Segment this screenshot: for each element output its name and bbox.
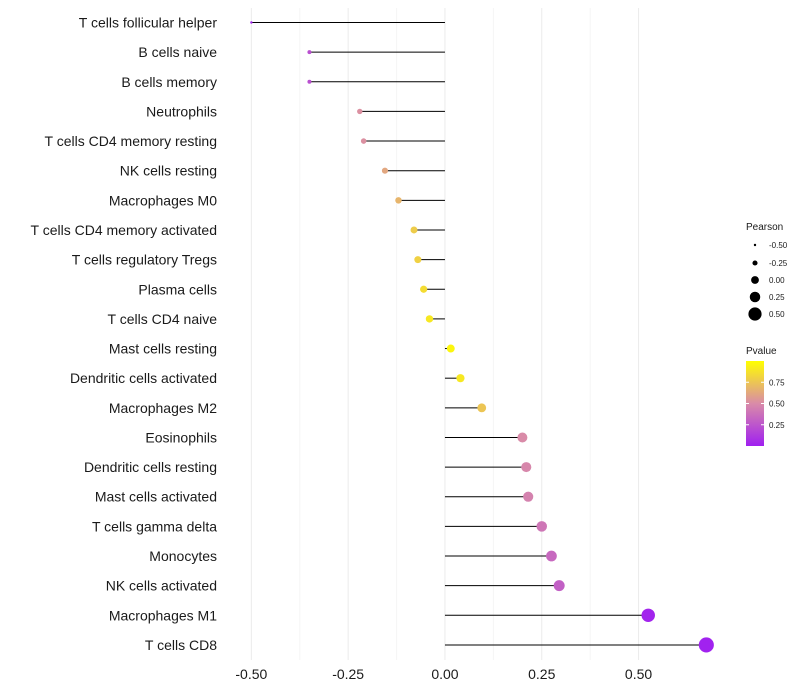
x-tick-label: 0.00 xyxy=(431,666,458,682)
category-label: T cells follicular helper xyxy=(79,15,218,31)
size-legend-dot xyxy=(752,260,758,266)
size-legend-label: 0.00 xyxy=(769,276,785,285)
color-legend-bar xyxy=(746,361,764,446)
x-tick-label: 0.25 xyxy=(528,666,555,682)
category-label: Mast cells activated xyxy=(95,489,217,505)
category-label: Eosinophils xyxy=(145,429,217,445)
category-label: Plasma cells xyxy=(138,281,217,297)
size-legend-dot xyxy=(751,276,759,284)
data-point xyxy=(536,521,548,532)
size-legend-dot xyxy=(749,291,761,303)
color-legend-title: Pvalue xyxy=(746,346,777,357)
data-point xyxy=(414,256,422,264)
data-point xyxy=(357,108,363,115)
category-label: T cells regulatory Tregs xyxy=(72,252,217,268)
category-label: Macrophages M0 xyxy=(109,192,217,208)
category-label: Neutrophils xyxy=(146,103,217,119)
category-label: T cells CD4 memory activated xyxy=(31,222,217,238)
category-label: Monocytes xyxy=(149,548,217,564)
data-point xyxy=(420,285,428,293)
data-point xyxy=(307,79,312,84)
size-legend-dot xyxy=(753,243,757,247)
size-legend-label: -0.50 xyxy=(769,241,788,250)
data-point xyxy=(641,608,655,623)
category-label: T cells CD8 xyxy=(145,637,217,653)
dots xyxy=(250,21,714,653)
category-label: T cells CD4 naive xyxy=(108,311,218,327)
color-legend-label: 0.25 xyxy=(769,421,785,430)
data-point xyxy=(410,226,418,234)
data-point xyxy=(521,462,532,473)
data-point xyxy=(553,580,565,592)
color-legend-label: 0.75 xyxy=(769,378,785,387)
category-label: B cells naive xyxy=(138,44,217,60)
data-point xyxy=(395,197,402,204)
x-axis-ticks: -0.50 -0.25 0.00 0.25 0.50 xyxy=(235,666,652,682)
size-legend: Pearson -0.50 -0.25 0.00 0.25 0.50 xyxy=(746,222,788,321)
category-label: B cells memory xyxy=(121,74,217,90)
color-legend: Pvalue 0.25 0.50 0.75 xyxy=(746,346,785,446)
size-legend-dot xyxy=(748,307,762,321)
category-label: T cells gamma delta xyxy=(92,518,217,534)
stems xyxy=(251,22,707,646)
x-tick-label: -0.50 xyxy=(235,666,267,682)
size-legend-label: 0.50 xyxy=(769,310,785,319)
category-label: T cells CD4 memory resting xyxy=(45,133,217,149)
data-point xyxy=(381,167,389,174)
data-point xyxy=(523,491,534,502)
data-point xyxy=(425,315,434,323)
category-label: Macrophages M2 xyxy=(109,400,217,416)
data-point xyxy=(307,50,312,55)
data-point xyxy=(517,432,528,443)
category-label: NK cells resting xyxy=(120,163,217,179)
category-label: Macrophages M1 xyxy=(109,607,217,623)
data-point xyxy=(360,138,367,144)
x-tick-label: 0.50 xyxy=(625,666,652,682)
size-legend-title: Pearson xyxy=(746,222,783,233)
data-point xyxy=(698,637,714,653)
data-point xyxy=(446,344,455,353)
data-point xyxy=(250,21,253,24)
color-legend-label: 0.50 xyxy=(769,400,785,409)
x-tick-label: -0.25 xyxy=(332,666,364,682)
category-label: Mast cells resting xyxy=(109,341,217,357)
size-legend-label: -0.25 xyxy=(769,259,788,268)
y-axis-labels: T cells follicular helper B cells naive B … xyxy=(31,15,218,653)
category-label: NK cells activated xyxy=(106,578,217,594)
data-point xyxy=(546,550,557,562)
size-legend-label: 0.25 xyxy=(769,293,785,302)
data-point xyxy=(456,374,465,383)
data-point xyxy=(477,403,487,413)
grid xyxy=(250,8,640,660)
category-label: Dendritic cells resting xyxy=(84,459,217,475)
category-label: Dendritic cells activated xyxy=(70,370,217,386)
